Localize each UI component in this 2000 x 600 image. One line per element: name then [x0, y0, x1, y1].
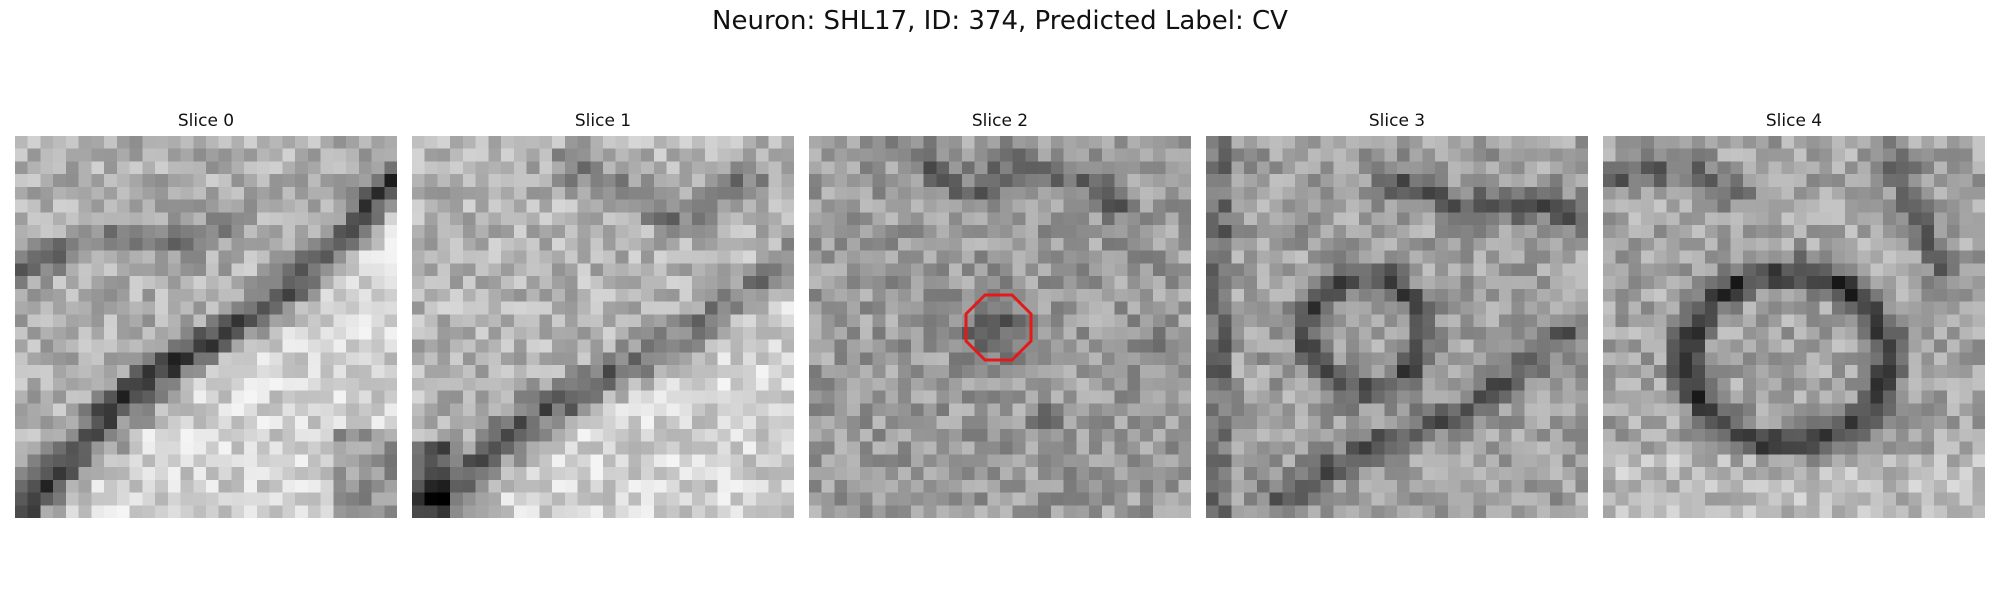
slice-image-0	[15, 136, 397, 518]
slice-title-4: Slice 4	[1765, 111, 1823, 131]
slice-image-3	[1206, 136, 1588, 518]
slice-image-4	[1603, 136, 1985, 518]
figure-title: Neuron: SHL17, ID: 374, Predicted Label:…	[712, 6, 1288, 36]
slice-image-3-wrap	[1206, 136, 1588, 518]
slice-panel-2: Slice 2	[809, 110, 1191, 518]
slice-panel-1: Slice 1	[412, 110, 794, 518]
slice-image-0-wrap	[15, 136, 397, 518]
slice-title-2: Slice 2	[971, 111, 1029, 131]
slice-image-1-wrap	[412, 136, 794, 518]
slice-image-4-wrap	[1603, 136, 1985, 518]
slice-panel-4: Slice 4	[1603, 110, 1985, 518]
slice-image-1	[412, 136, 794, 518]
slice-title-1: Slice 1	[574, 111, 632, 131]
slice-image-2-wrap	[809, 136, 1191, 518]
slice-title-0: Slice 0	[177, 111, 235, 131]
slice-title-3: Slice 3	[1368, 111, 1426, 131]
slice-image-2	[809, 136, 1191, 518]
slice-panel-3: Slice 3	[1206, 110, 1588, 518]
slice-panel-0: Slice 0	[15, 110, 397, 518]
